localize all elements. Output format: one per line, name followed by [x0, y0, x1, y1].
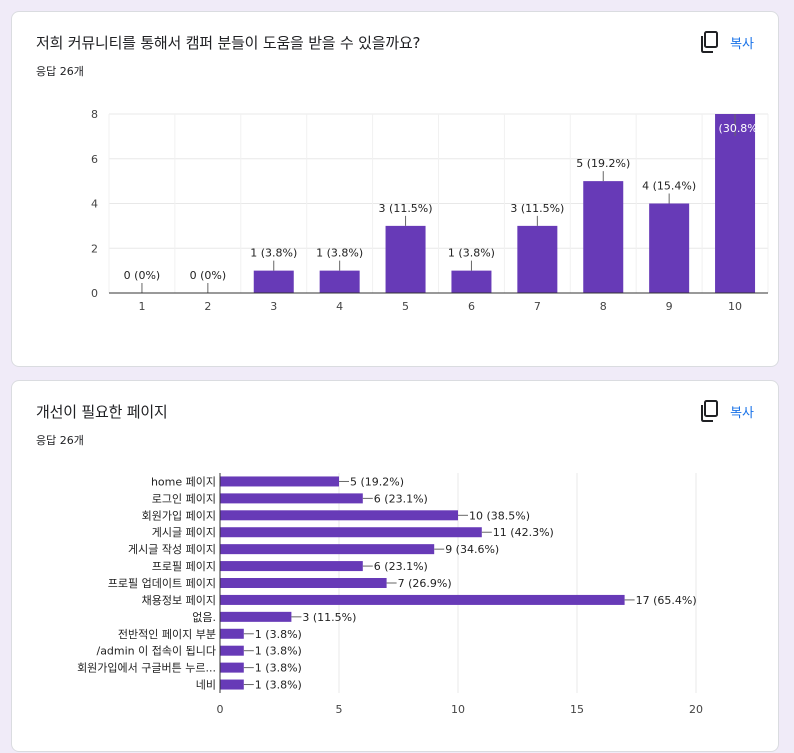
data-label: 6 (23.1%) — [374, 492, 428, 505]
bar — [451, 270, 492, 293]
bar — [649, 203, 690, 293]
data-label: 1 (3.8%) — [255, 679, 302, 692]
x-tick-label: 9 — [666, 300, 673, 313]
bar — [220, 645, 244, 656]
x-tick-label: 1 — [138, 300, 145, 313]
x-tick-label: 10 — [728, 300, 742, 313]
data-label: 1 (3.8%) — [255, 628, 302, 641]
bar — [385, 225, 426, 293]
data-label: 5 (19.2%) — [576, 157, 630, 170]
data-label: 17 (65.4%) — [636, 594, 697, 607]
y-tick-label: 프로필 페이지 — [152, 560, 216, 573]
bar — [715, 114, 756, 293]
bar — [583, 181, 624, 293]
data-label: 11 (42.3%) — [493, 526, 554, 539]
bar — [220, 544, 435, 555]
data-label: 8 (30.8%) — [708, 122, 762, 135]
x-tick-label: 7 — [534, 300, 541, 313]
data-label: 3 (11.5%) — [510, 202, 564, 215]
bar — [220, 578, 387, 588]
y-tick-label: 없음. — [192, 611, 216, 624]
data-label: 3 (11.5%) — [302, 611, 356, 624]
bar — [220, 493, 363, 504]
copy-label: 복사 — [730, 36, 754, 52]
data-label: 1 (3.8%) — [250, 247, 297, 260]
bar — [220, 527, 482, 538]
copy-icon — [700, 400, 720, 422]
data-label: 7 (26.9%) — [398, 577, 452, 590]
y-tick-label: 회원가입에서 구글버튼 누르... — [77, 662, 216, 675]
x-tick-label: 5 — [336, 703, 343, 716]
data-label: 6 (23.1%) — [374, 560, 428, 573]
bar — [253, 270, 294, 293]
y-tick-label: 채용정보 페이지 — [142, 594, 216, 607]
copy-label: 복사 — [730, 405, 754, 421]
y-tick-label: 게시글 페이지 — [152, 526, 216, 539]
y-tick-label: 네비 — [196, 679, 216, 692]
x-tick-label: 5 — [402, 300, 409, 313]
data-label: 0 (0%) — [124, 269, 161, 282]
x-tick-label: 20 — [689, 703, 703, 716]
bar — [517, 225, 558, 293]
data-label: 1 (3.8%) — [255, 662, 302, 675]
bar — [220, 679, 244, 690]
x-tick-label: 8 — [600, 300, 607, 313]
y-tick-label: /admin 이 접속이 됩니다 — [96, 645, 216, 658]
question-title: 개선이 필요한 페이지 — [36, 403, 168, 421]
vertical-bar-chart: 0 2 4 6 8 0 (0%) 1 0 (0%) 2 1 (3.8%) 3 1 (3.8%) 4 3 (… — [91, 108, 769, 313]
data-label: 1 (3.8%) — [316, 247, 363, 260]
y-tick-label: 프로필 업데이트 페이지 — [108, 577, 216, 590]
y-tick-label: 전반적인 페이지 부분 — [118, 628, 216, 641]
data-label: 1 (3.8%) — [448, 247, 495, 260]
x-tick-label: 4 — [336, 300, 343, 313]
x-tick-label: 10 — [451, 703, 465, 716]
copy-chart-button[interactable]: 복사 — [700, 30, 754, 54]
y-tick-label: 2 — [91, 242, 98, 255]
x-tick-label: 3 — [270, 300, 277, 313]
y-tick-label: 8 — [91, 108, 98, 121]
bar — [220, 628, 244, 639]
x-tick-label: 2 — [204, 300, 211, 313]
question-card-pages: 개선이 필요한 페이지 응답 26개 복사 0 5 10 15 20 5 (19.2%) h… — [11, 380, 779, 752]
x-tick-label: 6 — [468, 300, 475, 313]
bar — [220, 510, 458, 521]
response-count: 응답 26개 — [36, 65, 84, 78]
bar — [220, 611, 292, 622]
bar — [220, 594, 625, 605]
y-tick-label: 6 — [91, 153, 98, 166]
bar — [220, 476, 339, 487]
x-tick-label: 0 — [217, 703, 224, 716]
copy-icon — [700, 31, 720, 53]
data-label: 0 (0%) — [190, 269, 227, 282]
copy-chart-button[interactable]: 복사 — [700, 399, 754, 423]
data-label: 1 (3.8%) — [255, 645, 302, 658]
data-label: 3 (11.5%) — [379, 202, 433, 215]
question-title: 저희 커뮤니티를 통해서 캠퍼 분들이 도움을 받을 수 있을까요? — [36, 34, 421, 52]
y-tick-label: 회원가입 페이지 — [142, 509, 216, 522]
bar — [220, 662, 244, 673]
horizontal-bar-chart: 0 5 10 15 20 5 (19.2%) home 페이지 6 (23.1%) 로그인 페이… — [77, 473, 703, 716]
data-label: 4 (15.4%) — [642, 180, 696, 193]
bar — [319, 270, 360, 293]
y-tick-label: 0 — [91, 287, 98, 300]
y-tick-label: 4 — [91, 198, 98, 211]
data-label: 10 (38.5%) — [469, 509, 530, 522]
question-card-satisfaction: 저희 커뮤니티를 통해서 캠퍼 분들이 도움을 받을 수 있을까요? 응답 26… — [11, 11, 779, 367]
y-tick-label: home 페이지 — [151, 475, 216, 488]
x-tick-label: 15 — [570, 703, 584, 716]
y-tick-label: 게시글 작성 페이지 — [128, 543, 216, 556]
data-label: 9 (34.6%) — [445, 543, 499, 556]
bar — [220, 561, 363, 572]
data-label: 5 (19.2%) — [350, 475, 404, 488]
response-count: 응답 26개 — [36, 434, 84, 447]
y-tick-label: 로그인 페이지 — [152, 492, 216, 505]
